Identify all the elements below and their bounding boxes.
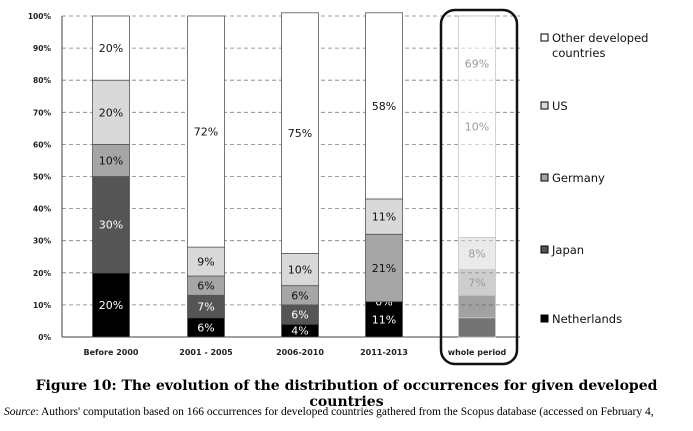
y-tick-label: 80% [33, 76, 51, 85]
y-tick-label: 30% [33, 237, 51, 246]
data-label: 58% [372, 100, 396, 113]
legend-label: Netherlands [552, 312, 622, 326]
y-tick-label: 0% [38, 333, 51, 342]
source-label: Source [4, 406, 36, 418]
category-label: 2011-2013 [360, 348, 408, 357]
data-label: 6% [197, 280, 214, 293]
data-label: 6% [291, 289, 308, 302]
bar-segment [187, 15, 225, 248]
legend-label: US [552, 99, 568, 113]
bar-segment [92, 15, 130, 81]
data-label: 20% [99, 42, 123, 55]
category-label: 2001 - 2005 [179, 348, 233, 357]
source-text: : Authors' computation based on 166 occu… [35, 406, 654, 418]
y-tick-label: 20% [33, 269, 51, 278]
bar-segment [458, 269, 496, 296]
data-label: 75% [288, 127, 312, 140]
data-label: 20% [99, 299, 123, 312]
legend-label: Germany [552, 171, 605, 185]
bar-segment [187, 246, 225, 277]
data-label: 6% [468, 301, 485, 314]
y-tick-label: 70% [33, 108, 51, 117]
legend-label: countries [552, 46, 605, 60]
y-tick-label: 60% [33, 140, 51, 149]
bar-segment [458, 15, 496, 238]
data-label: 9% [197, 256, 214, 269]
legend-swatch [540, 101, 549, 110]
figure-title: Figure 10: The evolution of the distribu… [35, 378, 658, 410]
data-label: 7% [468, 276, 485, 289]
data-label: 72% [194, 126, 218, 139]
data-label: 11% [372, 211, 396, 224]
data-label: 21% [372, 262, 396, 275]
data-label: 11% [372, 313, 396, 326]
y-tick-label: 40% [33, 205, 51, 214]
bar-segment [365, 12, 403, 200]
legend-swatch [540, 314, 549, 323]
data-label: 69% [465, 57, 489, 70]
data-label: 6% [291, 309, 308, 322]
bar-segment [92, 79, 130, 145]
legend-swatch [540, 33, 549, 42]
data-label: 10% [465, 121, 489, 134]
data-label: 8% [468, 248, 485, 261]
data-label: 20% [99, 106, 123, 119]
y-tick-label: 50% [33, 173, 51, 182]
legend-swatch [540, 173, 549, 182]
stacked-bar-chart: 0% 10% 20% 30% 40% 50% 60% 70% 80% 90% 100% 20% 30% 1… [28, 8, 648, 366]
y-tick-label: 100% [28, 12, 52, 21]
data-label: 4% [291, 325, 308, 338]
data-label: 7% [197, 301, 214, 314]
bar-segment [281, 12, 319, 254]
category-label: Before 2000 [84, 348, 139, 357]
source-note: Source: Authors' computation based on 16… [4, 404, 693, 421]
data-label: 10% [99, 154, 123, 167]
data-label: 6% [197, 321, 214, 334]
bar-segment [458, 317, 496, 338]
y-tick-label: 90% [33, 44, 51, 53]
category-label: whole period [448, 348, 507, 357]
category-label: 2006-2010 [276, 348, 324, 357]
legend-label: Other developed [552, 31, 648, 45]
bar-segment [365, 301, 403, 338]
y-tick-label: 10% [33, 301, 51, 310]
legend-swatch [540, 245, 549, 254]
data-label: 10% [288, 264, 312, 277]
bar-segment [458, 237, 496, 270]
bar-segment [281, 253, 319, 287]
highlight-frame [439, 8, 519, 366]
bar-segment [92, 272, 130, 338]
data-label: 30% [99, 219, 123, 232]
legend-label: Japan [551, 243, 584, 257]
